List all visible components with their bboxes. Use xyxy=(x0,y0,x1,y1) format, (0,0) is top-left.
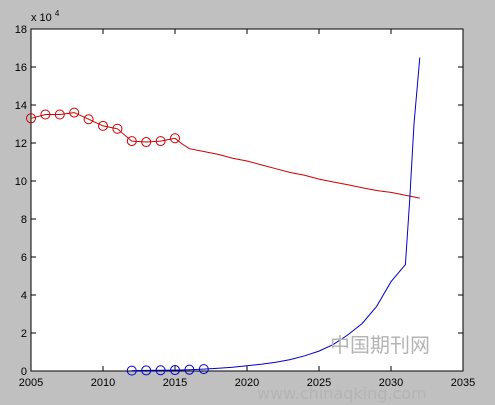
x-tick-label: 2010 xyxy=(91,377,115,389)
series-layer xyxy=(26,57,421,376)
y-tick-label: 10 xyxy=(15,176,27,188)
series-line-2 xyxy=(131,368,204,372)
data-point xyxy=(83,114,94,125)
data-point xyxy=(170,365,180,376)
data-point xyxy=(54,109,65,120)
data-point xyxy=(184,364,195,375)
y-exponent-power: 4 xyxy=(55,9,60,18)
data-point xyxy=(98,120,108,131)
y-tick-label: 14 xyxy=(15,100,27,112)
y-tick-label: 2 xyxy=(21,328,27,340)
y-tick-label: 8 xyxy=(21,214,27,226)
watermark-url: www.chinaqking.com xyxy=(257,384,427,403)
data-point xyxy=(112,123,123,134)
x-tick-label: 2005 xyxy=(19,377,43,389)
data-point xyxy=(141,365,152,376)
y-tick-label: 12 xyxy=(15,138,27,150)
x-tick-label: 2035 xyxy=(451,377,475,389)
x-tick-label: 2025 xyxy=(307,377,331,389)
data-point xyxy=(155,136,166,147)
plot-area xyxy=(30,28,464,372)
data-point xyxy=(26,113,36,124)
series-line-3 xyxy=(203,57,421,370)
data-point xyxy=(40,109,51,120)
y-exponent-base: x 10 xyxy=(31,12,52,24)
y-tick-label: 6 xyxy=(21,252,27,264)
data-point xyxy=(155,365,166,376)
watermark-cn: 中国期刊网 xyxy=(330,333,430,357)
x-tick-label: 2030 xyxy=(379,377,403,389)
axis-ticks: 2005 2010 2015 2020 2025 2030 2035 0 2 4 6 8 10 12 14 1… xyxy=(15,24,475,389)
y-tick-label: 16 xyxy=(15,62,27,74)
x-tick-label: 2020 xyxy=(235,377,259,389)
data-point xyxy=(141,137,152,148)
series-line-1 xyxy=(174,137,420,199)
data-point xyxy=(126,136,137,147)
x-tick-label: 2015 xyxy=(163,377,187,389)
y-tick-label: 4 xyxy=(21,290,27,302)
data-point xyxy=(126,365,137,376)
y-tick-label: 0 xyxy=(21,366,27,378)
y-tick-label: 18 xyxy=(15,24,27,36)
data-point xyxy=(69,107,80,118)
data-point xyxy=(170,133,180,144)
y-exponent-label: x 10 4 xyxy=(31,9,60,24)
